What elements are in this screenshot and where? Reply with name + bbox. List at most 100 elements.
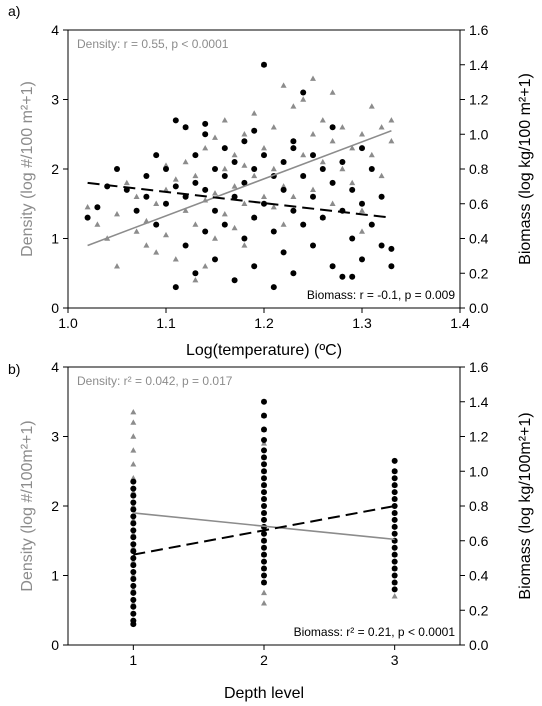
biomass-point: [261, 468, 267, 475]
scatter-points: [130, 398, 398, 628]
biomass-point: [391, 586, 398, 593]
biomass-point: [391, 457, 398, 464]
biomass-point: [182, 242, 189, 249]
biomass-point: [163, 200, 169, 207]
biomass-point: [280, 159, 287, 166]
density-point: [339, 165, 346, 172]
biomass-point: [130, 603, 137, 610]
y-right-tick-label: 0.0: [469, 637, 489, 653]
biomass-point: [241, 138, 248, 145]
density-point: [261, 193, 267, 199]
biomass-point: [130, 492, 137, 499]
density-trend-line: [87, 130, 392, 247]
y-right-tick-label: 0.2: [469, 602, 489, 618]
biomass-point: [349, 273, 356, 280]
x-tick-label: 1.1: [156, 315, 176, 331]
biomass-point: [130, 596, 137, 603]
biomass-point: [130, 575, 137, 582]
y-axis-left-label: Density (log #/100 m²+1): [19, 81, 36, 257]
biomass-point: [319, 214, 326, 221]
y-right-tick-label: 1.4: [469, 57, 489, 73]
biomass-point: [329, 263, 336, 270]
biomass-point: [182, 124, 189, 131]
biomass-point: [261, 447, 267, 454]
biomass-point: [172, 183, 179, 190]
biomass-point: [143, 172, 150, 179]
x-axis-label: Log(temperature) (ºC): [186, 342, 342, 359]
density-point: [192, 277, 199, 283]
y-right-tick-label: 0.6: [469, 196, 489, 212]
biomass-point: [339, 159, 346, 166]
axes-ticks: 1.0 1.1 1.2 1.3 1.4 0 1 2 3 4 0.0 0.2 0.4 0.6 0.8 1.0 1.…: [51, 22, 488, 331]
biomass-point: [130, 562, 137, 569]
density-point: [329, 200, 336, 206]
biomass-point: [261, 572, 267, 579]
density-point: [114, 210, 120, 217]
biomass-point: [300, 221, 307, 228]
density-point: [143, 242, 150, 248]
biomass-point: [130, 610, 137, 617]
biomass-point: [153, 152, 160, 159]
density-point: [388, 138, 395, 144]
y-left-tick-label: 4: [51, 22, 59, 38]
biomass-point: [270, 284, 277, 291]
density-point: [221, 165, 228, 172]
density-point: [339, 124, 346, 130]
biomass-point: [202, 186, 209, 193]
biomass-point: [310, 242, 316, 249]
density-trend-line: [133, 512, 395, 541]
density-point: [391, 593, 398, 599]
biomass-point: [192, 179, 199, 186]
biomass-point: [231, 277, 238, 284]
y-left-tick-label: 2: [51, 161, 59, 177]
panel-label: b): [8, 361, 20, 377]
density-stat-annotation: Density: r = 0.55, p < 0.0001: [77, 37, 229, 51]
biomass-point: [261, 398, 267, 405]
biomass-point: [388, 263, 395, 270]
biomass-point: [261, 200, 267, 207]
density-point: [130, 461, 137, 467]
biomass-point: [290, 145, 297, 152]
biomass-point: [280, 249, 287, 256]
biomass-point: [212, 207, 218, 214]
biomass-point: [290, 270, 297, 277]
biomass-point: [231, 193, 238, 200]
density-point: [221, 117, 228, 123]
density-point: [231, 183, 238, 189]
biomass-stat-annotation: Biomass: r = -0.1, p = 0.009: [307, 288, 455, 302]
biomass-trend-line: [133, 505, 395, 556]
biomass-point: [359, 200, 365, 207]
density-point: [231, 224, 238, 231]
biomass-point: [391, 496, 398, 503]
trend-lines: [87, 130, 392, 247]
y-right-tick-label: 1.2: [469, 429, 489, 445]
biomass-point: [241, 179, 248, 186]
y-right-tick-label: 0.6: [469, 533, 489, 549]
density-point: [114, 263, 120, 269]
biomass-point: [130, 569, 137, 576]
biomass-point: [391, 489, 398, 496]
density-point: [290, 103, 297, 109]
y-right-tick-label: 0.8: [469, 498, 489, 514]
density-point: [359, 207, 365, 213]
biomass-point: [130, 621, 137, 628]
biomass-point: [391, 516, 398, 523]
biomass-point: [130, 548, 137, 555]
density-point: [241, 242, 248, 248]
panel-a: a) 1.0 1.1 1.2 1.3 1.4012340.00.20.40.60.81.…: [8, 3, 534, 359]
density-point: [310, 75, 316, 81]
biomass-point: [130, 513, 137, 520]
biomass-point: [391, 565, 398, 572]
biomass-point: [290, 138, 297, 145]
density-point: [123, 179, 130, 186]
biomass-point: [261, 496, 267, 503]
biomass-point: [391, 503, 398, 509]
biomass-point: [221, 172, 228, 179]
density-point: [290, 193, 297, 199]
density-point: [270, 165, 277, 172]
density-point: [153, 200, 160, 206]
biomass-point: [290, 207, 297, 214]
biomass-point: [391, 509, 398, 516]
density-point: [329, 89, 336, 95]
biomass-point: [391, 482, 398, 489]
